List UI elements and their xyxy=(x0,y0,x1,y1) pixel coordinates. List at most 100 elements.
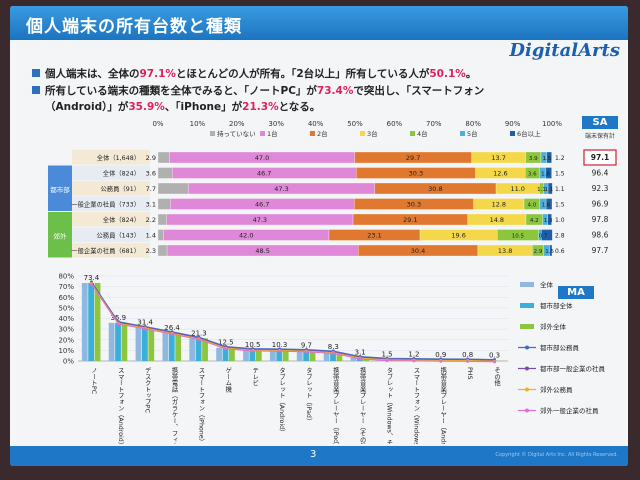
data-label: 1.6 xyxy=(542,203,551,209)
legend-swatch xyxy=(310,131,315,136)
data-label: 4.0 xyxy=(528,203,537,209)
data-label: 12.6 xyxy=(493,170,507,178)
stacked-bar-segment xyxy=(157,198,171,210)
data-label: 1.6 xyxy=(541,172,550,178)
bullet-2: 所有している端末の種類を全体でみると、「ノートPC」が73.4%で突出し、「スマ… xyxy=(32,83,484,98)
row-group-label: 都市部 xyxy=(50,185,70,194)
data-label: 47.0 xyxy=(255,154,269,162)
data-label: 46.7 xyxy=(255,201,269,209)
data-label: 9.7 xyxy=(301,342,312,350)
x-category-label: スマートフォン（Android） xyxy=(117,367,124,444)
x-category-label: テレビ xyxy=(251,367,258,387)
legend-swatch xyxy=(525,366,529,371)
y-tick-label: 50% xyxy=(58,304,74,312)
row-label-bg xyxy=(72,196,150,211)
data-label: 3.6 xyxy=(528,172,537,178)
data-label: 10.5 xyxy=(512,234,525,240)
legend-label: 2台 xyxy=(317,129,328,138)
ma-badge: MA xyxy=(558,286,594,299)
bullet-square-icon xyxy=(32,86,40,94)
x-tick-label: 30% xyxy=(268,120,284,128)
stacked-bar-segment xyxy=(157,167,173,179)
legend-label: 4台 xyxy=(417,129,428,138)
data-label: 2.9 xyxy=(534,249,543,255)
data-label: 2.9 xyxy=(146,154,156,162)
total-value: 97.8 xyxy=(592,215,609,224)
legend-swatch xyxy=(360,131,365,136)
y-tick-label: 0% xyxy=(63,358,74,366)
slide-title: 個人端末の所有台数と種類 xyxy=(26,17,242,37)
bar xyxy=(243,349,249,361)
data-label: 1.1 xyxy=(537,187,546,193)
x-category-label: その他 xyxy=(493,367,500,388)
legend-swatch xyxy=(510,131,515,136)
data-label: 2.3 xyxy=(146,247,156,255)
sa-badge: SA xyxy=(582,116,618,129)
bullet-square-icon xyxy=(32,69,40,77)
data-label: 10.3 xyxy=(272,341,288,349)
bar xyxy=(168,332,175,361)
stacked-bar-segment xyxy=(545,167,552,179)
total-value: 97.7 xyxy=(592,246,609,255)
legend-swatch xyxy=(525,408,529,413)
data-label: 1.2 xyxy=(555,155,565,162)
stacked-bar-segment xyxy=(157,213,167,226)
line-point xyxy=(278,349,282,353)
data-label: 47.3 xyxy=(253,216,267,224)
bar xyxy=(175,332,182,361)
line-point xyxy=(224,347,228,351)
row-group-box xyxy=(48,212,72,258)
x-category-label: 携帯音楽プレーヤー（iPod） xyxy=(332,366,339,444)
bar xyxy=(296,350,303,361)
bar xyxy=(81,283,88,361)
data-label: 47.3 xyxy=(274,185,288,193)
x-category-label: スマートフォン（Windows、その他） xyxy=(412,367,419,444)
footer-bar: 3 Copyright © Digital Arts Inc. All Righ… xyxy=(10,446,628,466)
data-label: 1.2 xyxy=(408,351,419,359)
data-label: 0.8 xyxy=(462,351,473,359)
data-label: 1.0 xyxy=(555,217,565,224)
data-label: 29.1 xyxy=(403,216,417,224)
row-label: 全体（1,648） xyxy=(97,153,140,162)
bar xyxy=(216,347,223,361)
data-label: 8.3 xyxy=(328,343,339,351)
legend-label: 3台 xyxy=(367,129,378,138)
x-tick-label: 10% xyxy=(190,120,206,128)
data-label: 11.0 xyxy=(510,185,524,193)
row-label: 一般企業の社員（681） xyxy=(71,246,140,255)
x-tick-label: 60% xyxy=(387,120,403,128)
x-tick-label: 90% xyxy=(505,120,521,128)
data-label: 13.7 xyxy=(491,154,505,162)
data-label: 1.5 xyxy=(381,350,392,358)
slide: 個人端末の所有台数と種類 DigitalArts 個人端末は、全体の97.1%と… xyxy=(10,6,628,466)
row-label: 公務員（91） xyxy=(101,184,141,193)
x-category-label: 携帯電話（ガラケー、フィーチャーフォン） xyxy=(171,366,178,444)
bar xyxy=(162,332,169,361)
bar xyxy=(323,352,330,361)
data-label: 21.3 xyxy=(191,329,207,337)
stacked-bar-segment xyxy=(157,151,170,164)
total-value: 92.3 xyxy=(592,184,609,193)
y-tick-label: 30% xyxy=(58,326,74,334)
data-label: 0.9 xyxy=(435,351,446,359)
data-label: 26.4 xyxy=(164,324,180,332)
bar xyxy=(229,347,235,361)
data-label: 35.9 xyxy=(111,314,127,322)
data-label: 46.7 xyxy=(257,170,271,178)
legend-label: 全体 xyxy=(540,280,554,289)
data-label: 0.3 xyxy=(489,352,500,360)
line-point xyxy=(251,349,255,353)
bar xyxy=(249,349,256,361)
series-line xyxy=(91,283,495,362)
bar xyxy=(276,350,283,361)
data-label: 1.5 xyxy=(545,249,554,255)
data-label: 10.5 xyxy=(245,341,261,349)
stacked-bar-segment xyxy=(547,213,552,226)
line-point xyxy=(358,357,362,361)
title-bar: 個人端末の所有台数と種類 xyxy=(10,6,628,40)
row-label-bg xyxy=(72,243,150,258)
bar xyxy=(269,350,276,361)
line-point xyxy=(466,359,470,363)
data-label: 7.7 xyxy=(146,185,156,193)
y-tick-label: 10% xyxy=(58,347,74,355)
